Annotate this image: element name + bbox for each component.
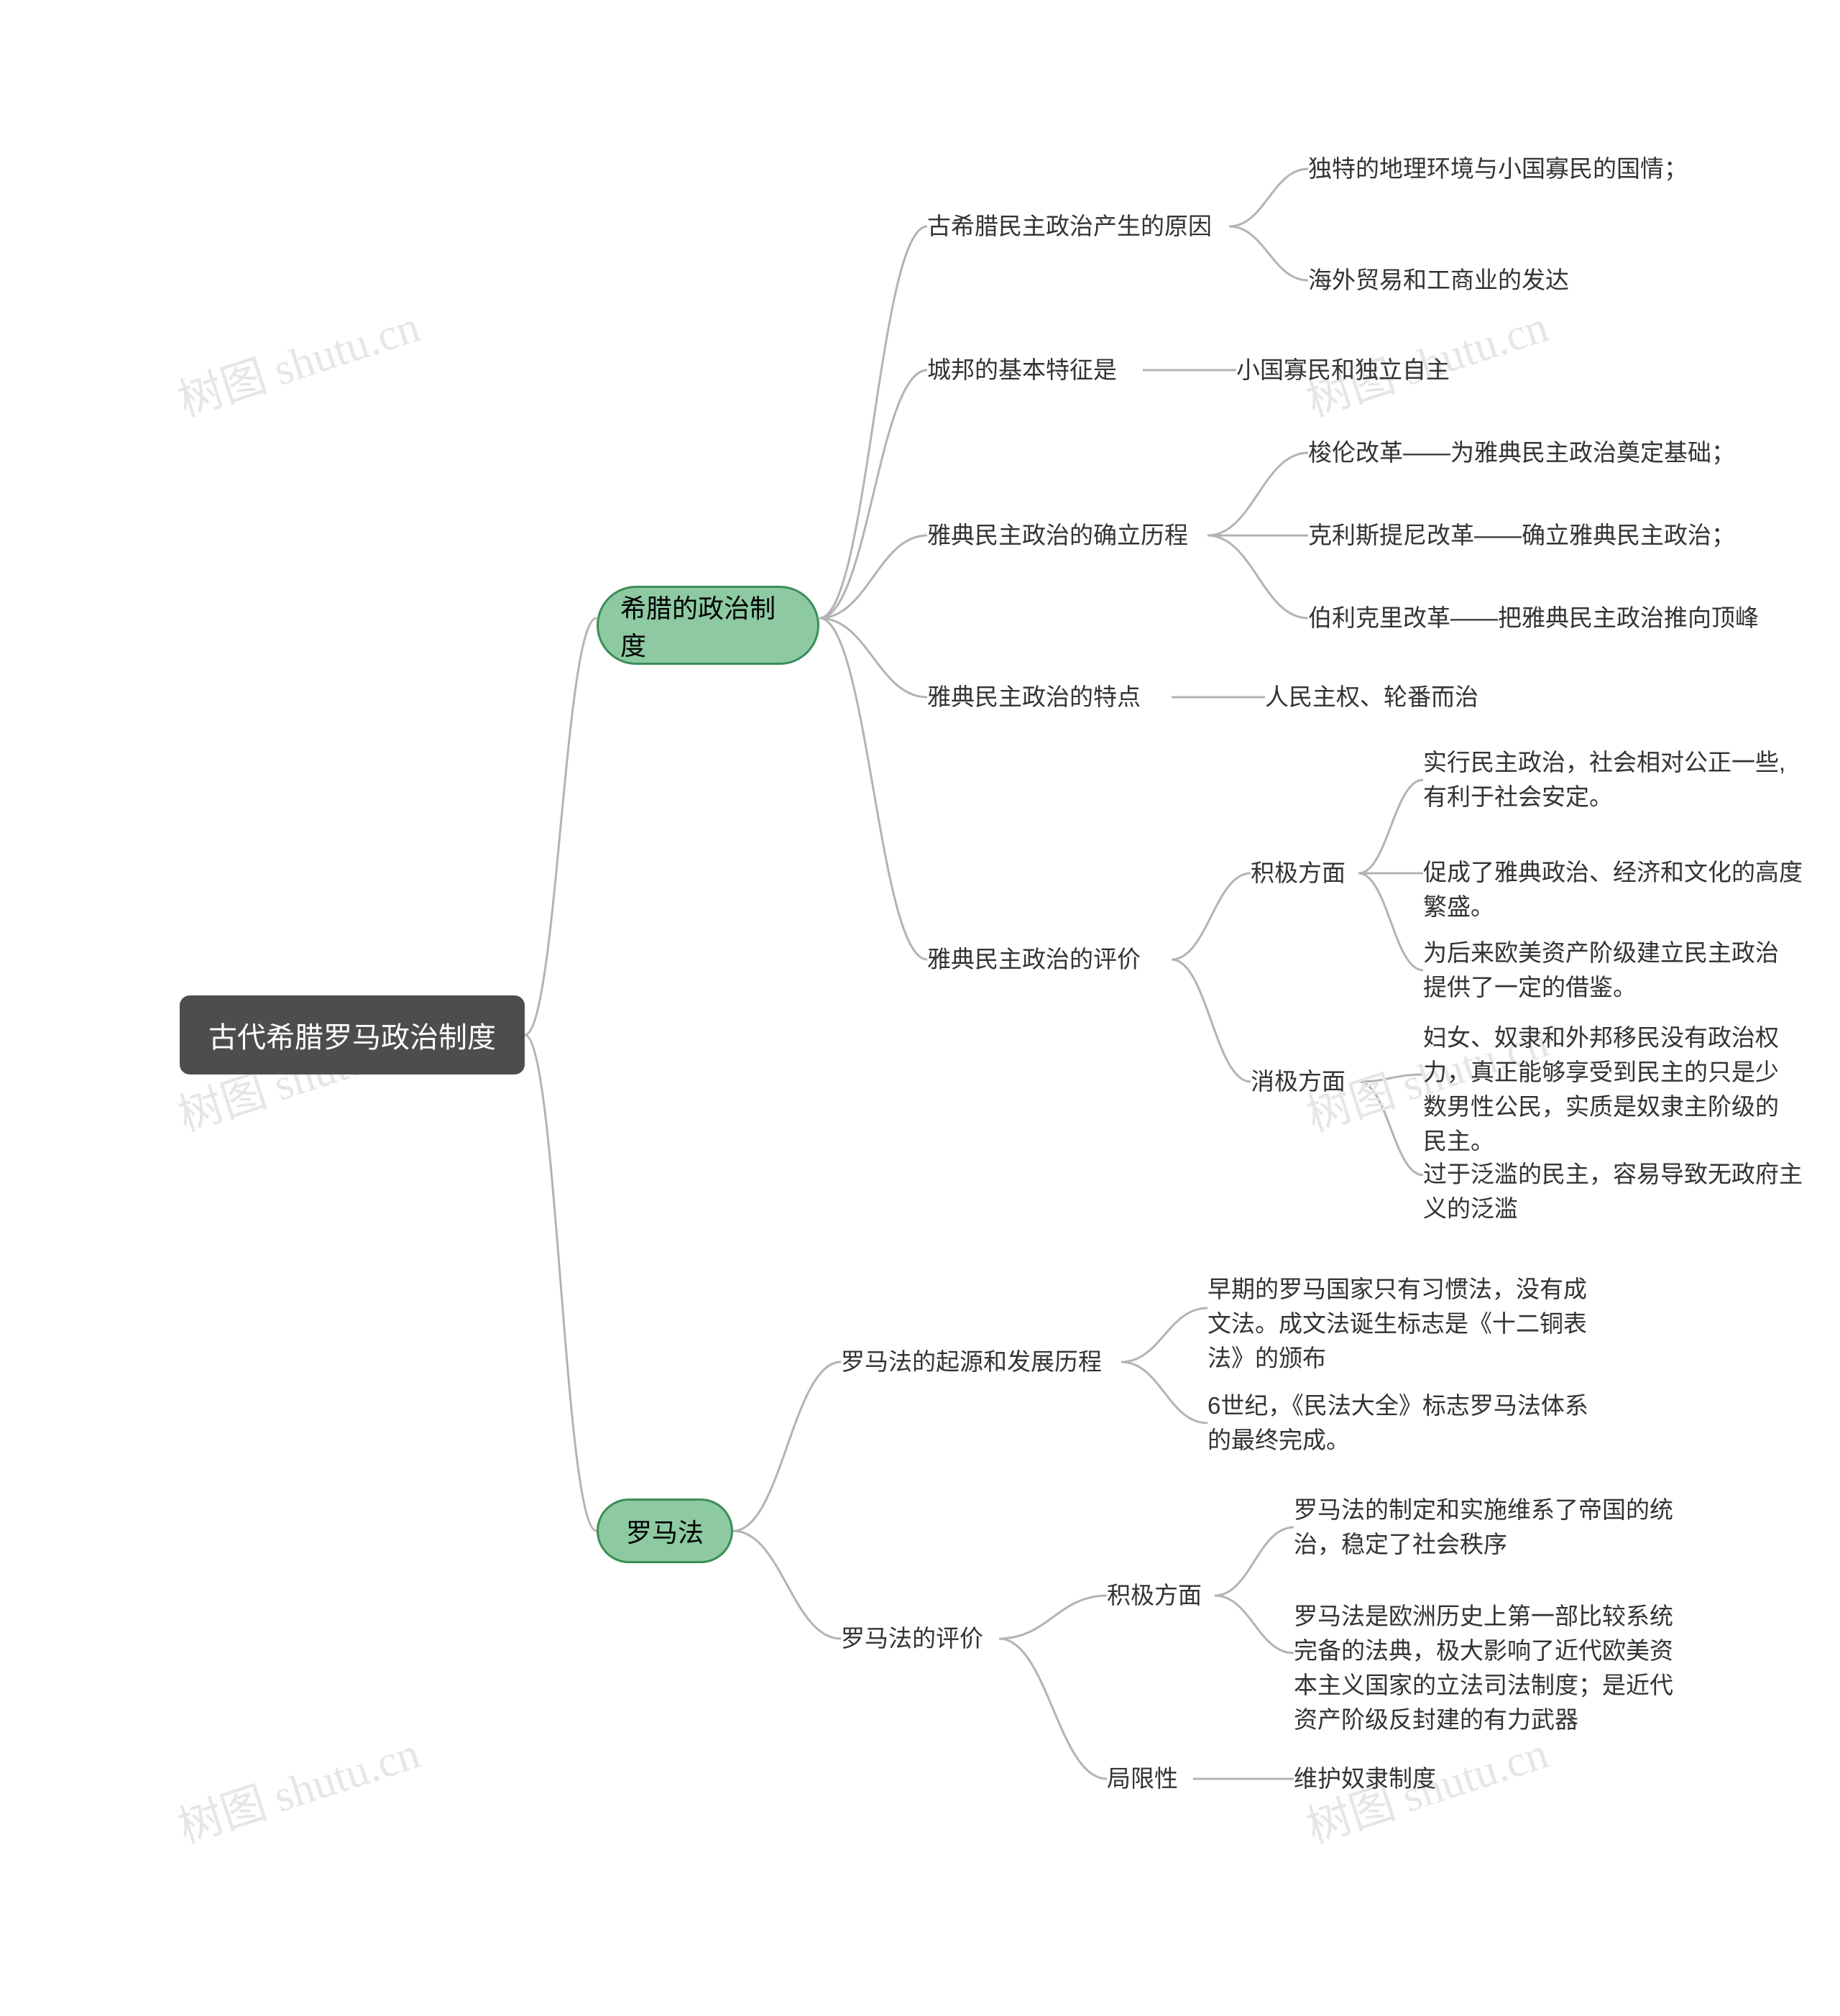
node-r2n1[interactable]: 维护奴隶制度 xyxy=(1294,1761,1473,1797)
node-label: 积极方面 xyxy=(1251,856,1346,890)
edge xyxy=(1121,1308,1208,1362)
node-label: 人民主权、轮番而治 xyxy=(1265,680,1478,714)
edge xyxy=(1208,535,1308,618)
node-g4a[interactable]: 人民主权、轮番而治 xyxy=(1265,679,1517,715)
node-r2p2[interactable]: 罗马法是欧洲历史上第一部比较系统完备的法典，极大影响了近代欧美资本主义国家的立法… xyxy=(1294,1599,1696,1736)
edge xyxy=(819,618,927,697)
node-label: 雅典民主政治的评价 xyxy=(927,942,1141,977)
node-g3c[interactable]: 伯利克里改革——把雅典民主政治推向顶峰 xyxy=(1308,600,1768,636)
node-label: 梭伦改革——为雅典民主政治奠定基础； xyxy=(1308,436,1735,470)
node-g2[interactable]: 城邦的基本特征是 xyxy=(927,352,1143,388)
node-label: 独特的地理环境与小国寡民的国情； xyxy=(1308,152,1688,186)
node-r2p1[interactable]: 罗马法的制定和实施维系了帝国的统治，稳定了社会秩序 xyxy=(1294,1491,1696,1563)
node-g5n1[interactable]: 妇女、奴隶和外邦移民没有政治权力，真正能够享受到民主的只是少数男性公民，实质是奴… xyxy=(1423,1021,1797,1158)
node-label: 罗马法的制定和实施维系了帝国的统治，稳定了社会秩序 xyxy=(1294,1493,1696,1562)
node-label: 海外贸易和工商业的发达 xyxy=(1308,263,1569,298)
node-g5p3[interactable]: 为后来欧美资产阶级建立民主政治提供了一定的借鉴。 xyxy=(1423,934,1797,1006)
node-g5n[interactable]: 消极方面 xyxy=(1251,1064,1358,1100)
node-label: 促成了雅典政治、经济和文化的高度繁盛。 xyxy=(1423,855,1811,924)
edge xyxy=(1172,959,1251,1082)
node-g3b[interactable]: 克利斯提尼改革——确立雅典民主政治； xyxy=(1308,517,1747,553)
node-label: 罗马法的评价 xyxy=(841,1621,983,1656)
node-label: 伯利克里改革——把雅典民主政治推向顶峰 xyxy=(1308,601,1759,635)
node-g5p1[interactable]: 实行民主政治，社会相对公正一些,有利于社会安定。 xyxy=(1423,744,1797,816)
edge xyxy=(819,618,927,959)
node-g3a[interactable]: 梭伦改革——为雅典民主政治奠定基础； xyxy=(1308,435,1747,471)
node-g5p[interactable]: 积极方面 xyxy=(1251,855,1358,891)
edge xyxy=(1172,873,1251,959)
edge xyxy=(733,1531,841,1639)
node-g5p2[interactable]: 促成了雅典政治、经济和文化的高度繁盛。 xyxy=(1423,855,1811,924)
node-label: 6世纪，《民法大全》标志罗马法体系的最终完成。 xyxy=(1208,1389,1610,1458)
watermark: 树图 shutu.cn xyxy=(169,1716,427,1855)
edge xyxy=(819,535,927,618)
edge xyxy=(819,370,927,618)
edge xyxy=(525,618,597,1035)
node-label: 过于泛滥的民主，容易导致无政府主义的泛滥 xyxy=(1423,1157,1811,1226)
node-label: 小国寡民和独立自主 xyxy=(1236,353,1450,387)
node-label: 消极方面 xyxy=(1251,1064,1346,1099)
node-label: 古希腊民主政治产生的原因 xyxy=(927,209,1212,244)
node-label: 实行民主政治，社会相对公正一些,有利于社会安定。 xyxy=(1423,745,1797,814)
node-label: 罗马法的起源和发展历程 xyxy=(841,1345,1102,1379)
node-g1[interactable]: 古希腊民主政治产生的原因 xyxy=(927,208,1229,244)
node-g5[interactable]: 雅典民主政治的评价 xyxy=(927,942,1172,977)
node-label: 为后来欧美资产阶级建立民主政治提供了一定的借鉴。 xyxy=(1423,936,1797,1005)
node-r2[interactable]: 罗马法的评价 xyxy=(841,1621,999,1657)
edge xyxy=(1229,226,1308,280)
node-label: 雅典民主政治的确立历程 xyxy=(927,518,1188,553)
edge xyxy=(733,1362,841,1531)
node-r1b[interactable]: 6世纪，《民法大全》标志罗马法体系的最终完成。 xyxy=(1208,1387,1610,1459)
node-label: 维护奴隶制度 xyxy=(1294,1762,1436,1796)
node-g1a[interactable]: 独特的地理环境与小国寡民的国情； xyxy=(1308,151,1739,187)
watermark: 树图 shutu.cn xyxy=(169,290,427,428)
node-g4[interactable]: 雅典民主政治的特点 xyxy=(927,679,1172,715)
edge xyxy=(1358,873,1423,970)
node-label: 早期的罗马国家只有习惯法，没有成文法。成文法诞生标志是《十二铜表法》的颁布 xyxy=(1208,1272,1610,1376)
edge xyxy=(999,1596,1107,1639)
node-label: 局限性 xyxy=(1107,1762,1178,1796)
node-label: 妇女、奴隶和外邦移民没有政治权力，真正能够享受到民主的只是少数男性公民，实质是奴… xyxy=(1423,1021,1797,1158)
node-greece[interactable]: 希腊的政治制度 xyxy=(597,586,819,665)
edge xyxy=(1358,1074,1423,1082)
edge xyxy=(999,1639,1107,1779)
edge xyxy=(1358,780,1423,873)
node-label: 希腊的政治制度 xyxy=(620,588,796,663)
node-root[interactable]: 古代希腊罗马政治制度 xyxy=(180,995,525,1074)
edge xyxy=(525,1035,597,1531)
node-g2a[interactable]: 小国寡民和独立自主 xyxy=(1236,352,1488,388)
edge xyxy=(1229,169,1308,226)
edge xyxy=(1121,1362,1208,1423)
node-g3[interactable]: 雅典民主政治的确立历程 xyxy=(927,517,1208,553)
node-r1[interactable]: 罗马法的起源和发展历程 xyxy=(841,1344,1121,1380)
node-label: 克利斯提尼改革——确立雅典民主政治； xyxy=(1308,518,1735,553)
node-label: 罗马法 xyxy=(626,1512,704,1550)
node-label: 古代希腊罗马政治制度 xyxy=(208,1014,496,1056)
node-g5n2[interactable]: 过于泛滥的民主，容易导致无政府主义的泛滥 xyxy=(1423,1157,1811,1226)
node-r2n[interactable]: 局限性 xyxy=(1107,1761,1193,1797)
node-g1b[interactable]: 海外贸易和工商业的发达 xyxy=(1308,262,1610,298)
mindmap-canvas: 树图 shutu.cn树图 shutu.cn树图 shutu.cn树图 shut… xyxy=(0,0,1840,2016)
node-rome[interactable]: 罗马法 xyxy=(597,1499,733,1563)
edge xyxy=(1358,1082,1423,1175)
edge xyxy=(1215,1527,1294,1596)
node-label: 城邦的基本特征是 xyxy=(927,353,1117,387)
node-label: 积极方面 xyxy=(1107,1578,1202,1613)
node-label: 雅典民主政治的特点 xyxy=(927,680,1141,714)
node-label: 罗马法是欧洲历史上第一部比较系统完备的法典，极大影响了近代欧美资本主义国家的立法… xyxy=(1294,1599,1696,1736)
edge xyxy=(819,226,927,618)
edge xyxy=(1208,453,1308,535)
node-r1a[interactable]: 早期的罗马国家只有习惯法，没有成文法。成文法诞生标志是《十二铜表法》的颁布 xyxy=(1208,1272,1610,1376)
edge xyxy=(1215,1596,1294,1653)
node-r2p[interactable]: 积极方面 xyxy=(1107,1578,1215,1614)
